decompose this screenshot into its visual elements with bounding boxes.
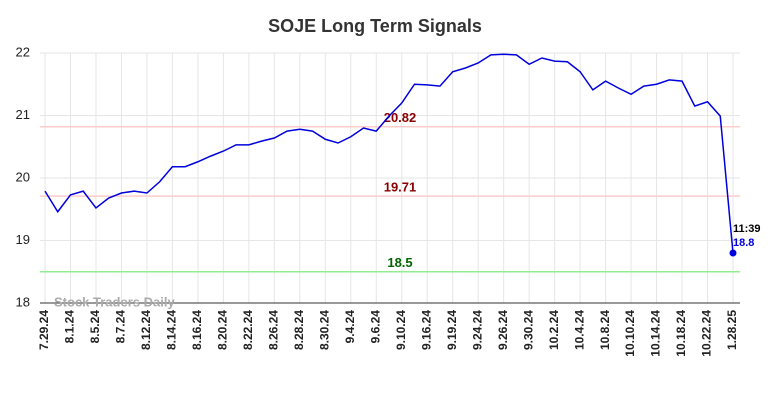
x-tick-label: 10.4.24 xyxy=(572,310,586,350)
x-tick-label: 10.14.24 xyxy=(649,310,663,357)
x-tick-label: 8.16.24 xyxy=(190,310,204,350)
x-tick-label: 8.30.24 xyxy=(317,310,331,350)
y-tick-label: 19 xyxy=(16,232,30,247)
x-tick-label: 10.22.24 xyxy=(700,310,714,357)
x-tick-label: 8.5.24 xyxy=(88,310,102,344)
x-tick-label: 8.20.24 xyxy=(216,310,230,350)
x-tick-label: 9.16.24 xyxy=(419,310,433,350)
x-tick-label: 10.2.24 xyxy=(547,310,561,350)
last-point xyxy=(729,249,737,257)
x-tick-label: 8.12.24 xyxy=(139,310,153,350)
chart-title: SOJE Long Term Signals xyxy=(268,16,482,36)
x-tick-label: 10.8.24 xyxy=(598,310,612,350)
x-tick-label: 9.26.24 xyxy=(496,310,510,350)
x-tick-label: 8.14.24 xyxy=(165,310,179,350)
x-tick-label: 10.18.24 xyxy=(674,310,688,357)
x-tick-label: 9.19.24 xyxy=(445,310,459,350)
y-tick-label: 20 xyxy=(16,169,30,184)
x-tick-label: 8.1.24 xyxy=(63,310,77,344)
x-tick-label: 10.10.24 xyxy=(623,310,637,357)
x-tick-label: 9.6.24 xyxy=(368,310,382,344)
last-value: 18.8 xyxy=(733,237,754,249)
x-tick-label: 8.7.24 xyxy=(114,310,128,344)
watermark: Stock Traders Daily xyxy=(54,294,175,309)
signal-label: 18.5 xyxy=(387,255,412,270)
signal-label: 19.71 xyxy=(384,180,417,195)
last-time: 11:39 xyxy=(733,223,761,235)
y-tick-label: 18 xyxy=(16,294,30,309)
x-tick-label: 9.4.24 xyxy=(343,310,357,344)
y-tick-label: 22 xyxy=(16,44,30,59)
y-tick-label: 21 xyxy=(16,107,30,122)
x-tick-label: 9.24.24 xyxy=(470,310,484,350)
price-line xyxy=(44,53,734,254)
x-tick-label: 8.28.24 xyxy=(292,310,306,350)
x-tick-label: 7.29.24 xyxy=(37,310,51,350)
x-tick-label: 9.10.24 xyxy=(394,310,408,350)
x-tick-label: 1.28.25 xyxy=(725,310,739,350)
x-tick-label: 8.22.24 xyxy=(241,310,255,350)
x-tick-label: 8.26.24 xyxy=(267,310,281,350)
x-tick-label: 9.30.24 xyxy=(521,310,535,350)
